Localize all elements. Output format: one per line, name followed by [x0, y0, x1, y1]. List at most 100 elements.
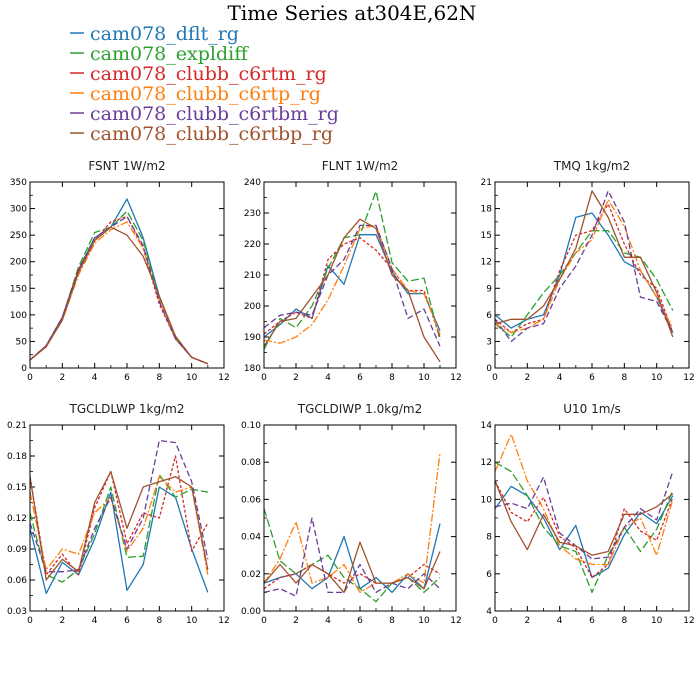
x-tick-label: 2 [59, 616, 65, 626]
y-tick-label: 0.06 [241, 495, 261, 505]
series-line [29, 226, 209, 365]
x-tick-label: 10 [186, 616, 198, 626]
series-line [494, 190, 674, 343]
x-tick-label: 2 [524, 616, 530, 626]
series-line [263, 224, 441, 344]
x-tick-label: 6 [357, 373, 363, 383]
series-line [263, 218, 441, 363]
x-tick-label: 0 [492, 373, 498, 383]
x-tick-label: 12 [450, 373, 461, 383]
panel-title: FLNT 1W/m2 [322, 159, 399, 173]
legend-entry: cam078_clubb_c6rtp_rg [70, 83, 321, 105]
x-tick-label: 0 [27, 373, 33, 383]
y-tick-label: 100 [10, 311, 27, 321]
series-line [29, 486, 209, 595]
plot-frame [263, 181, 457, 369]
x-tick-label: 6 [357, 616, 363, 626]
series-line [29, 198, 209, 365]
legend-label: cam078_clubb_c6rtp_rg [90, 83, 321, 105]
y-tick-label: 0.03 [7, 607, 27, 617]
x-tick-label: 10 [186, 373, 198, 383]
panel-title: TMQ 1kg/m2 [553, 159, 631, 173]
series-line [494, 433, 674, 566]
x-tick-label: 0 [261, 616, 267, 626]
x-tick-label: 10 [418, 616, 430, 626]
x-tick-label: 2 [293, 373, 299, 383]
y-tick-label: 0.18 [7, 452, 27, 462]
series-line [263, 190, 441, 350]
x-tick-label: 8 [621, 616, 627, 626]
series-line [494, 461, 674, 594]
y-tick-label: 21 [481, 178, 492, 188]
y-tick-label: 200 [10, 258, 27, 268]
legend-entry: cam078_dflt_rg [70, 23, 239, 45]
x-tick-label: 10 [651, 616, 663, 626]
series-line [29, 210, 209, 365]
x-tick-label: 4 [92, 373, 98, 383]
legend-label: cam078_clubb_c6rtbp_rg [90, 123, 333, 145]
legend-label: cam078_clubb_c6rtbm_rg [90, 103, 339, 125]
legend-entry: cam078_clubb_c6rtbp_rg [70, 123, 333, 145]
chart-panel: TGCLDLWP 1kg/m2 0 2 4 6 8 10 12 0.03 0.06 0.09 0.12… [7, 402, 230, 626]
y-tick-label: 15 [481, 231, 492, 241]
legend-label: cam078_expldiff [90, 43, 249, 65]
x-tick-label: 8 [621, 373, 627, 383]
x-tick-label: 0 [261, 373, 267, 383]
series-line [29, 455, 209, 576]
x-tick-label: 8 [389, 616, 395, 626]
series-line [263, 523, 441, 594]
series-line [494, 199, 674, 334]
x-tick-label: 0 [27, 616, 33, 626]
x-tick-label: 6 [124, 373, 130, 383]
series-line [494, 203, 674, 334]
panel-title: TGCLDLWP 1kg/m2 [68, 402, 184, 416]
x-tick-label: 0 [492, 616, 498, 626]
plot-frame [494, 181, 690, 369]
chart-panel: TMQ 1kg/m2 0 2 4 6 8 10 12 0 3 6 9 12 15 18 21 [481, 159, 695, 383]
y-tick-label: 0.02 [241, 570, 261, 580]
y-tick-label: 18 [481, 205, 493, 215]
series-line [494, 480, 674, 579]
y-tick-label: 0.04 [241, 533, 261, 543]
y-tick-label: 220 [244, 240, 261, 250]
series-line [263, 541, 441, 594]
y-tick-label: 350 [10, 178, 27, 188]
x-tick-label: 2 [524, 373, 530, 383]
y-tick-label: 6 [486, 570, 492, 580]
y-tick-label: 300 [10, 205, 27, 215]
y-tick-label: 14 [481, 421, 493, 431]
y-tick-label: 0.08 [241, 458, 261, 468]
y-tick-label: 4 [486, 607, 492, 617]
x-tick-label: 12 [683, 616, 694, 626]
y-tick-label: 50 [16, 337, 28, 347]
y-tick-label: 150 [10, 284, 27, 294]
y-tick-label: 190 [244, 333, 261, 343]
series-line [29, 215, 209, 365]
series-line [263, 452, 441, 594]
y-tick-label: 0 [486, 364, 492, 374]
series-line [29, 215, 209, 365]
plot-frame [494, 424, 690, 612]
y-tick-label: 12 [481, 258, 492, 268]
x-tick-label: 4 [557, 373, 563, 383]
series-line [494, 485, 674, 579]
x-tick-label: 2 [293, 616, 299, 626]
series-line [29, 439, 209, 573]
x-tick-label: 8 [156, 373, 162, 383]
series-line [263, 237, 441, 338]
series-line [263, 517, 441, 597]
chart-panel: U10 1m/s 0 2 4 6 8 10 12 4 6 8 10 12 14 [481, 402, 695, 626]
x-tick-label: 6 [589, 616, 595, 626]
y-tick-label: 0.10 [241, 421, 261, 431]
y-tick-label: 200 [244, 302, 261, 312]
panel-title: U10 1m/s [563, 402, 621, 416]
y-tick-label: 230 [244, 209, 261, 219]
x-tick-label: 12 [450, 616, 461, 626]
y-tick-label: 240 [244, 178, 261, 188]
panel-title: TGCLDIWP 1.0kg/m2 [297, 402, 422, 416]
x-tick-label: 6 [589, 373, 595, 383]
y-tick-label: 0.15 [7, 483, 27, 493]
series-line [263, 234, 441, 338]
y-tick-label: 250 [10, 231, 27, 241]
